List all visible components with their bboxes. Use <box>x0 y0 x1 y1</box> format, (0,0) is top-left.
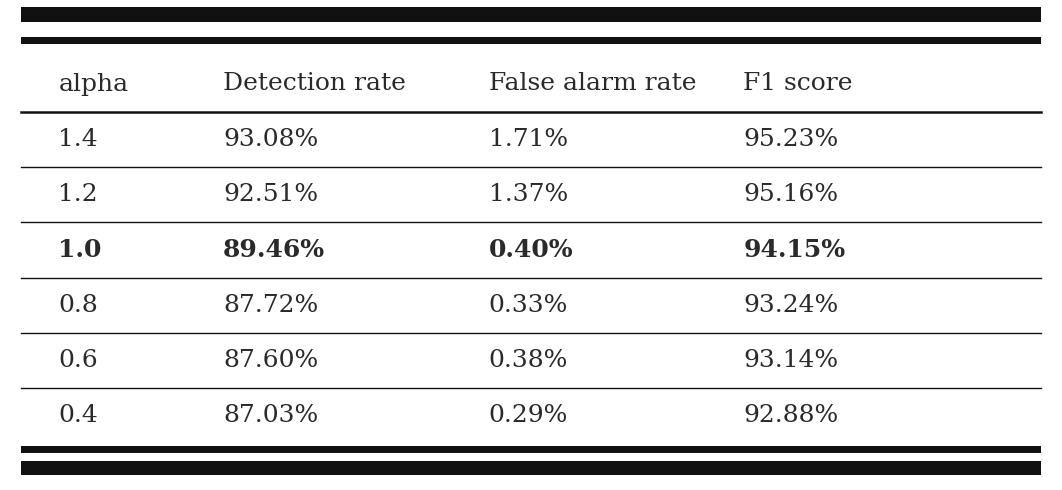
Text: 1.4: 1.4 <box>58 128 98 151</box>
Text: 0.38%: 0.38% <box>489 349 568 372</box>
Text: 0.4: 0.4 <box>58 404 98 427</box>
Text: 94.15%: 94.15% <box>743 238 845 262</box>
Text: False alarm rate: False alarm rate <box>489 73 696 96</box>
Text: 1.71%: 1.71% <box>489 128 568 151</box>
Text: 93.14%: 93.14% <box>743 349 839 372</box>
Text: 0.40%: 0.40% <box>489 238 573 262</box>
Text: 93.24%: 93.24% <box>743 294 839 317</box>
Text: alpha: alpha <box>58 73 129 96</box>
Text: 1.37%: 1.37% <box>489 183 568 206</box>
Text: 1.2: 1.2 <box>58 183 98 206</box>
Bar <box>21 7 1041 22</box>
Bar <box>21 37 1041 44</box>
Text: 87.60%: 87.60% <box>223 349 319 372</box>
Bar <box>21 461 1041 475</box>
Text: 92.88%: 92.88% <box>743 404 839 427</box>
Text: 89.46%: 89.46% <box>223 238 325 262</box>
Text: 0.8: 0.8 <box>58 294 98 317</box>
Text: 87.72%: 87.72% <box>223 294 319 317</box>
Bar <box>21 446 1041 453</box>
Text: 93.08%: 93.08% <box>223 128 319 151</box>
Text: 95.16%: 95.16% <box>743 183 839 206</box>
Text: 1.0: 1.0 <box>58 238 102 262</box>
Text: 0.33%: 0.33% <box>489 294 568 317</box>
Text: 0.29%: 0.29% <box>489 404 568 427</box>
Text: 92.51%: 92.51% <box>223 183 319 206</box>
Text: 0.6: 0.6 <box>58 349 98 372</box>
Text: 95.23%: 95.23% <box>743 128 839 151</box>
Text: F1 score: F1 score <box>743 73 853 96</box>
Text: Detection rate: Detection rate <box>223 73 406 96</box>
Text: 87.03%: 87.03% <box>223 404 319 427</box>
